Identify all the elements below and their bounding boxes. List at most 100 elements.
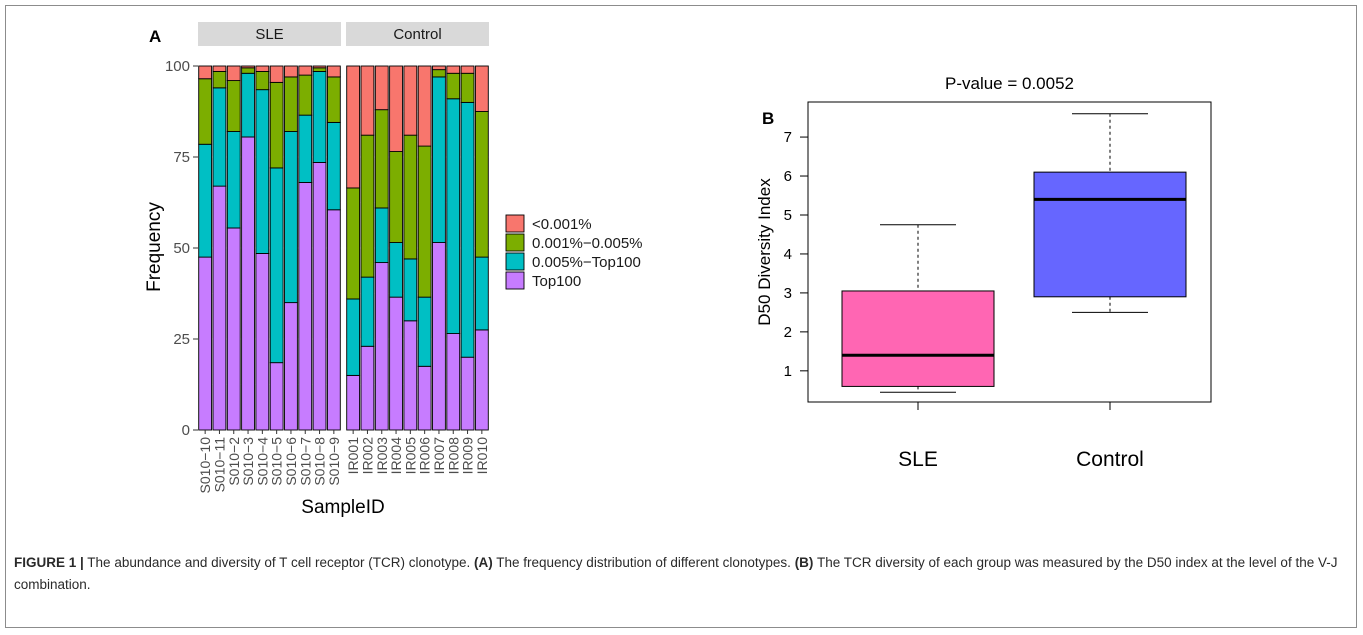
panel-a-x-tick-label: S010−4	[254, 437, 270, 486]
bar-segment	[460, 101, 475, 358]
bar-segment	[312, 71, 327, 163]
bar-segment	[403, 65, 418, 136]
panel-b-plot-frame	[807, 101, 1212, 403]
panel-b-title: P-value = 0.0052	[945, 74, 1074, 93]
bar-segment	[446, 65, 461, 74]
figure-caption: FIGURE 1 | The abundance and diversity o…	[14, 552, 1344, 596]
panel-a-y-tick-label: 75	[173, 149, 190, 166]
bar-segment	[432, 242, 446, 431]
panel-a-x-tick-label: S010−11	[211, 437, 227, 493]
bar-segment	[403, 320, 418, 431]
panel-b-y-tick-label: 6	[784, 168, 792, 185]
panel-b-y-tick-label: 1	[784, 363, 792, 380]
panel-b-label: B	[762, 109, 774, 128]
bar-segment	[212, 71, 227, 89]
panel-a-x-tick-label: S010−5	[269, 437, 285, 486]
panel-a-legend: <0.001% 0.001%−0.005% 0.005%−Top100 Top100	[505, 214, 643, 290]
bar-segment	[198, 65, 213, 80]
bar-segment	[212, 185, 227, 431]
box-sle	[841, 290, 995, 387]
bar-segment	[446, 333, 461, 431]
panel-a-x-axis: S010−10S010−11S010−2S010−3S010−4S010−5S0…	[197, 430, 490, 493]
bar-segment	[284, 131, 298, 304]
panel-a-y-axis: 0 25 50 75 100	[165, 58, 198, 439]
bar-segment	[241, 72, 255, 138]
bar-segment	[417, 296, 432, 367]
bar-segment	[360, 276, 375, 347]
panel-a-x-tick-label: IR002	[359, 437, 375, 475]
bar-segment	[360, 345, 375, 431]
bar-segment	[374, 109, 389, 209]
bar-segment	[241, 136, 255, 431]
legend-label: Top100	[532, 273, 581, 290]
legend-swatch	[505, 252, 525, 271]
bar-segment	[403, 258, 418, 322]
panel-a-x-tick-label: IR006	[417, 437, 433, 475]
bar-segment	[474, 65, 489, 112]
caption-a-label: (A)	[474, 555, 493, 570]
facet-strip-control	[346, 22, 489, 46]
panel-b-y-tick-label: 7	[784, 129, 792, 146]
facet-label-sle: SLE	[255, 26, 283, 43]
bar-segment	[374, 65, 389, 111]
box-control	[1033, 171, 1187, 298]
panel-a-x-tick-label: IR010	[474, 437, 490, 475]
legend-swatch	[505, 271, 525, 290]
bar-segment	[326, 121, 341, 211]
bar-segment	[389, 242, 403, 298]
panel-a-label: A	[149, 27, 161, 46]
figure-frame	[5, 5, 1357, 628]
legend-swatch	[505, 233, 525, 252]
bar-segment	[241, 65, 255, 69]
legend-swatch	[505, 214, 525, 233]
bar-segment	[403, 134, 418, 260]
panel-a-y-axis-title: Frequency	[144, 202, 165, 292]
bar-segment	[446, 98, 461, 334]
bar-segment	[212, 87, 227, 187]
bar-segment	[269, 362, 284, 431]
bar-segment	[284, 302, 298, 431]
bar-segment	[389, 296, 403, 431]
bar-segment	[269, 81, 284, 169]
panel-a-x-tick-label: S010−9	[326, 437, 342, 486]
panel-a-x-tick-label: S010−3	[240, 437, 256, 486]
bar-segment	[446, 72, 461, 100]
bar-segment	[432, 65, 446, 71]
bar-segment	[432, 76, 446, 243]
bar-segment	[255, 71, 270, 91]
bar-segment	[226, 227, 241, 431]
panel-a-x-tick-label: S010−6	[283, 437, 299, 486]
bar-segment	[346, 65, 361, 189]
bar-segment	[374, 262, 389, 431]
panel-a-y-tick-label: 25	[173, 331, 190, 348]
bar-segment	[474, 111, 489, 258]
caption-text: The abundance and diversity of T cell re…	[83, 555, 474, 570]
bar-segment	[312, 67, 327, 72]
bar-segment	[284, 65, 298, 78]
panel-a-x-tick-label: S010−7	[297, 437, 313, 486]
bar-segment	[326, 209, 341, 431]
bar-segment	[298, 182, 313, 431]
bar-segment	[360, 65, 375, 136]
bar-segment	[284, 76, 298, 132]
bar-segment	[312, 162, 327, 431]
caption-figure-label: FIGURE 1 |	[14, 555, 84, 570]
panel-a-y-tick-label: 0	[182, 422, 190, 439]
bar-segment	[326, 76, 341, 123]
panel-a-bars	[198, 65, 489, 431]
bar-segment	[346, 187, 361, 300]
panel-b-x-tick-label: Control	[1076, 448, 1144, 471]
bar-segment	[269, 65, 284, 83]
bar-segment	[346, 374, 361, 431]
bar-segment	[417, 365, 432, 431]
panel-a-x-tick-label: IR008	[445, 437, 461, 475]
panel-b-box-plot: B P-value = 0.0052 1 2 3 4 5 6 7 D50 Diversity In…	[755, 74, 1212, 471]
panel-b-y-tick-label: 3	[784, 285, 792, 302]
bar-segment	[360, 134, 375, 278]
panel-a-x-tick-label: IR007	[431, 437, 447, 475]
panel-a-x-tick-label: IR003	[374, 437, 390, 475]
bar-segment	[432, 69, 446, 78]
legend-label: 0.005%−Top100	[532, 254, 641, 271]
panel-a-x-tick-label: S010−2	[226, 437, 242, 486]
